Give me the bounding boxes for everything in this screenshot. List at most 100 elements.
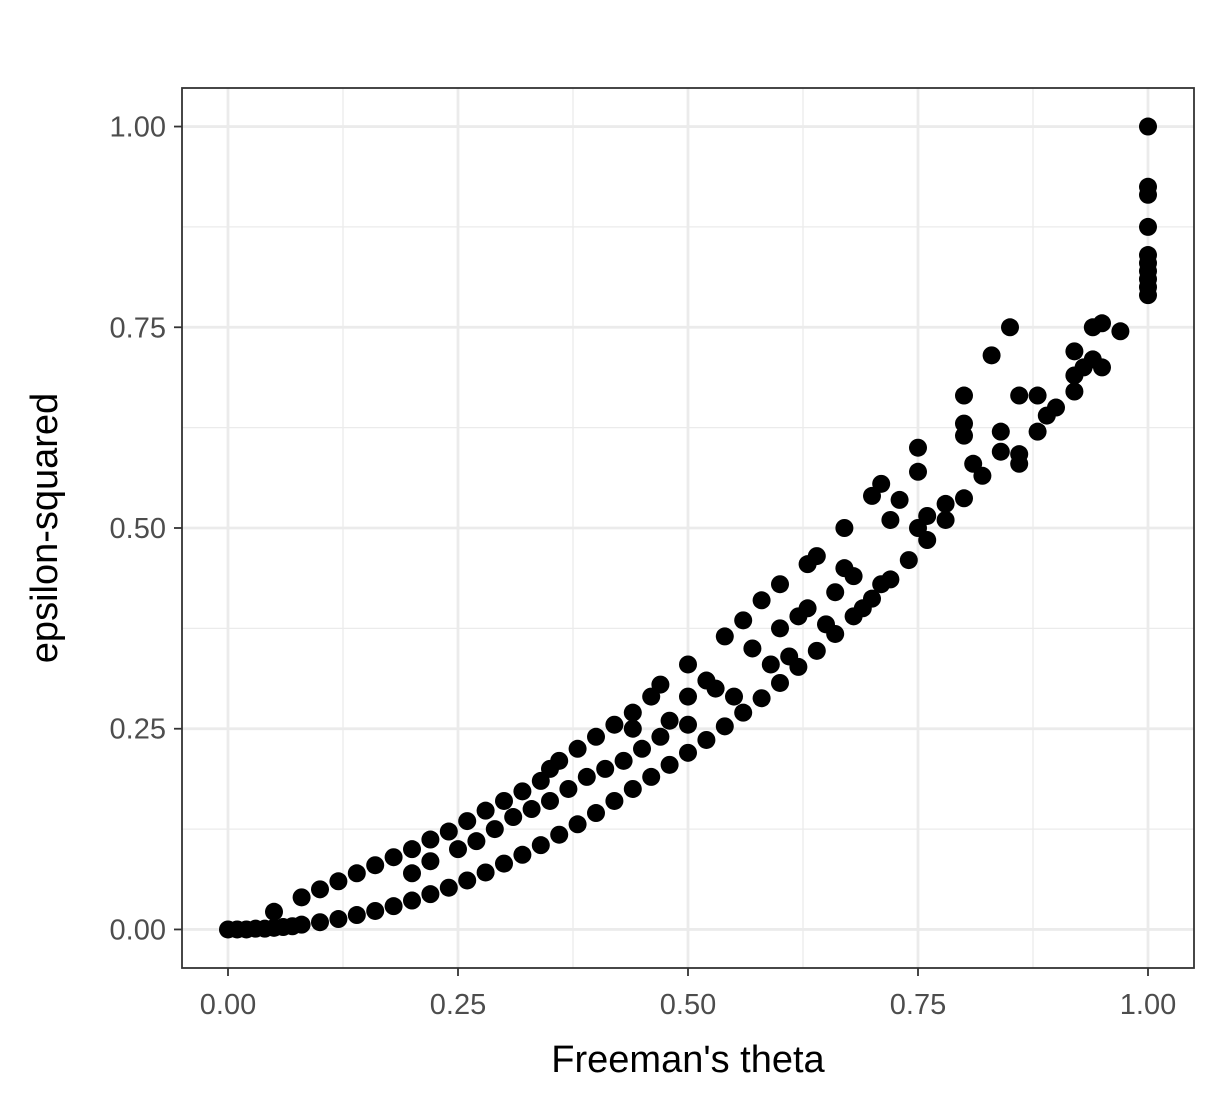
data-point <box>458 871 477 890</box>
data-point <box>439 822 458 841</box>
data-point <box>568 739 587 758</box>
data-point <box>651 727 670 746</box>
data-point <box>771 673 789 692</box>
data-point <box>1111 322 1130 341</box>
data-point <box>881 570 900 589</box>
data-point <box>679 687 697 706</box>
y-tick-label: 1.00 <box>110 112 166 144</box>
data-point <box>734 703 753 722</box>
data-point <box>329 910 348 929</box>
data-point <box>982 346 1001 365</box>
data-point <box>421 885 440 904</box>
x-tick-label: 1.00 <box>1120 989 1176 1021</box>
data-point <box>660 711 679 730</box>
data-point <box>403 840 421 859</box>
data-point <box>761 655 780 674</box>
data-point <box>504 808 523 827</box>
data-point <box>513 845 532 864</box>
data-point <box>347 864 366 883</box>
data-point <box>568 815 587 834</box>
data-point <box>623 703 642 722</box>
data-point <box>495 854 513 873</box>
data-point <box>476 801 495 820</box>
data-point <box>513 782 532 801</box>
y-axis-title: epsilon-squared <box>24 393 66 663</box>
data-point <box>1047 398 1065 417</box>
data-point <box>577 767 596 786</box>
data-point <box>421 852 440 871</box>
data-point <box>743 639 762 658</box>
data-point <box>458 812 477 831</box>
data-point <box>909 462 927 481</box>
y-tick-label: 0.00 <box>110 914 166 946</box>
data-point <box>789 657 808 676</box>
data-point <box>421 830 440 849</box>
data-point <box>936 510 955 529</box>
x-tick-label: 0.00 <box>200 989 256 1021</box>
data-point <box>439 878 458 897</box>
data-point <box>347 906 366 925</box>
data-point <box>679 743 697 762</box>
data-point <box>587 804 605 823</box>
data-point <box>835 519 854 537</box>
data-point <box>918 506 937 525</box>
data-point <box>771 575 789 594</box>
data-point <box>329 872 348 891</box>
data-point <box>881 510 900 529</box>
data-point <box>366 901 385 920</box>
data-point <box>467 832 486 851</box>
data-point <box>807 547 826 566</box>
data-point <box>660 755 679 774</box>
data-point <box>715 717 734 736</box>
data-point <box>752 591 771 610</box>
data-point <box>1139 217 1157 236</box>
data-point <box>311 913 329 932</box>
data-point <box>936 494 955 513</box>
data-point <box>292 915 311 934</box>
data-point <box>1001 318 1019 337</box>
data-point <box>614 751 633 770</box>
data-point <box>559 779 578 798</box>
data-point <box>826 583 845 602</box>
data-point <box>899 551 918 570</box>
data-point <box>697 730 716 749</box>
data-point <box>311 880 329 899</box>
data-point <box>1139 117 1157 136</box>
data-point <box>623 719 642 738</box>
data-point <box>1093 314 1111 333</box>
data-point <box>826 624 845 643</box>
data-point <box>863 589 881 608</box>
data-point <box>1093 358 1111 377</box>
x-tick-label: 0.75 <box>890 989 946 1021</box>
data-point <box>541 791 559 810</box>
data-point <box>623 779 642 798</box>
data-point <box>403 891 421 910</box>
data-point <box>1010 454 1029 473</box>
data-point <box>771 619 789 638</box>
data-point <box>550 751 569 770</box>
data-point <box>955 386 973 405</box>
data-point <box>384 848 403 867</box>
data-point <box>715 627 734 646</box>
data-point <box>991 422 1010 441</box>
data-point <box>265 902 283 921</box>
data-point <box>384 897 403 916</box>
y-tick-label: 0.75 <box>110 312 166 344</box>
y-tick-label: 0.25 <box>110 714 166 746</box>
data-point <box>798 599 817 618</box>
data-point <box>403 864 421 883</box>
data-point <box>1028 422 1047 441</box>
data-point <box>1028 386 1047 405</box>
data-point <box>706 679 725 698</box>
data-point <box>449 840 467 859</box>
data-point <box>844 567 863 586</box>
data-point <box>366 856 385 875</box>
data-point <box>485 820 504 839</box>
x-tick-label: 0.50 <box>660 989 716 1021</box>
data-point <box>725 687 743 706</box>
y-axis: 0.00 0.25 0.50 0.75 1.00 <box>110 112 182 946</box>
data-point <box>587 727 605 746</box>
data-point <box>651 675 670 694</box>
x-axis-title: Freeman's theta <box>551 1039 825 1081</box>
data-point <box>1139 246 1157 265</box>
